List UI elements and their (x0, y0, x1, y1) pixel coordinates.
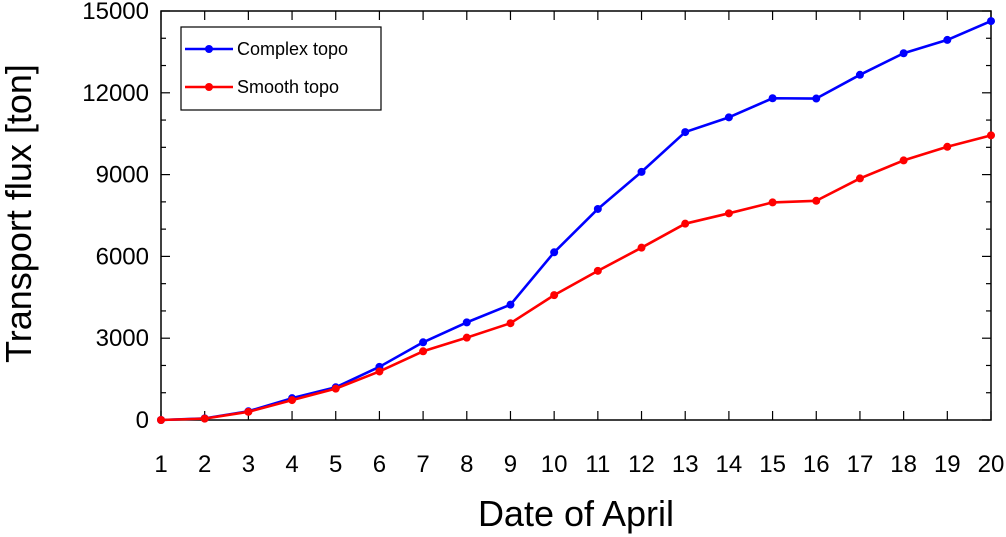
data-point (419, 338, 428, 347)
data-point (288, 396, 297, 405)
data-point (987, 17, 995, 26)
x-tick-label: 20 (978, 451, 1005, 478)
x-tick-label: 18 (890, 451, 917, 478)
legend-swatch-marker (205, 83, 213, 91)
x-tick-label: 8 (460, 451, 473, 478)
data-point (812, 94, 821, 103)
plot-frame (160, 10, 992, 421)
data-point (593, 204, 602, 213)
data-point (200, 414, 209, 423)
data-point (855, 70, 864, 79)
y-tick-label: 12000 (82, 80, 149, 107)
data-point (506, 319, 515, 328)
data-point (419, 347, 428, 356)
data-point (681, 128, 690, 137)
data-point (768, 198, 777, 207)
plot-border (160, 10, 992, 421)
y-tick-label: 9000 (96, 162, 149, 189)
data-point (462, 333, 471, 342)
data-point (331, 384, 340, 393)
data-point (506, 300, 515, 309)
x-tick-label: 14 (716, 451, 743, 478)
y-tick-label: 3000 (96, 325, 149, 352)
data-point (375, 367, 384, 376)
series-layer (157, 17, 995, 424)
data-point (593, 266, 602, 275)
x-tick-label: 1 (154, 451, 167, 478)
data-point (899, 156, 908, 165)
legend-label: Complex topo (237, 39, 348, 59)
x-axis: 1 2 3 4 5 6 7 8 9 10 11 12 13 14 15 16 17 18 19 20 (154, 11, 1004, 478)
series-2 (157, 131, 995, 424)
data-point (637, 167, 646, 176)
legend: Complex topo Smooth topo (180, 26, 382, 111)
legend-label: Smooth topo (237, 77, 339, 97)
x-tick-label: 2 (198, 451, 211, 478)
x-axis-label: Date of April (478, 493, 674, 534)
x-tick-label: 7 (416, 451, 429, 478)
x-tick-label: 12 (628, 451, 655, 478)
data-point (550, 248, 559, 257)
data-point (768, 94, 777, 103)
data-point (244, 407, 253, 416)
data-point (987, 131, 995, 140)
x-tick-label: 16 (803, 451, 830, 478)
data-point (899, 49, 908, 58)
data-point (943, 35, 952, 44)
y-tick-label: 6000 (96, 243, 149, 270)
series-line (160, 19, 992, 422)
y-tick-label: 15000 (82, 0, 149, 25)
data-point (724, 209, 733, 218)
y-tick-label: 0 (136, 407, 149, 434)
data-point (157, 416, 165, 424)
data-point (812, 196, 821, 205)
x-tick-label: 11 (585, 451, 610, 478)
data-point (637, 243, 646, 252)
data-point (550, 291, 559, 300)
y-axis-label: Transport flux [ton] (0, 64, 39, 363)
data-point (462, 318, 471, 327)
x-tick-label: 10 (541, 451, 568, 478)
x-tick-label: 15 (759, 451, 786, 478)
x-tick-label: 6 (373, 451, 386, 478)
x-tick-label: 17 (847, 451, 874, 478)
x-tick-label: 13 (672, 451, 699, 478)
x-tick-label: 9 (504, 451, 517, 478)
legend-box (180, 26, 382, 111)
x-tick-label: 19 (934, 451, 961, 478)
x-tick-label: 5 (329, 451, 342, 478)
data-point (943, 142, 952, 151)
x-tick-label: 3 (242, 451, 255, 478)
series-line (160, 134, 992, 422)
y-axis: 0 3000 6000 9000 12000 15000 (82, 0, 991, 434)
legend-swatch-marker (205, 45, 213, 53)
x-tick-label: 4 (285, 451, 298, 478)
data-point (724, 113, 733, 122)
data-point (681, 219, 690, 228)
data-point (855, 174, 864, 183)
